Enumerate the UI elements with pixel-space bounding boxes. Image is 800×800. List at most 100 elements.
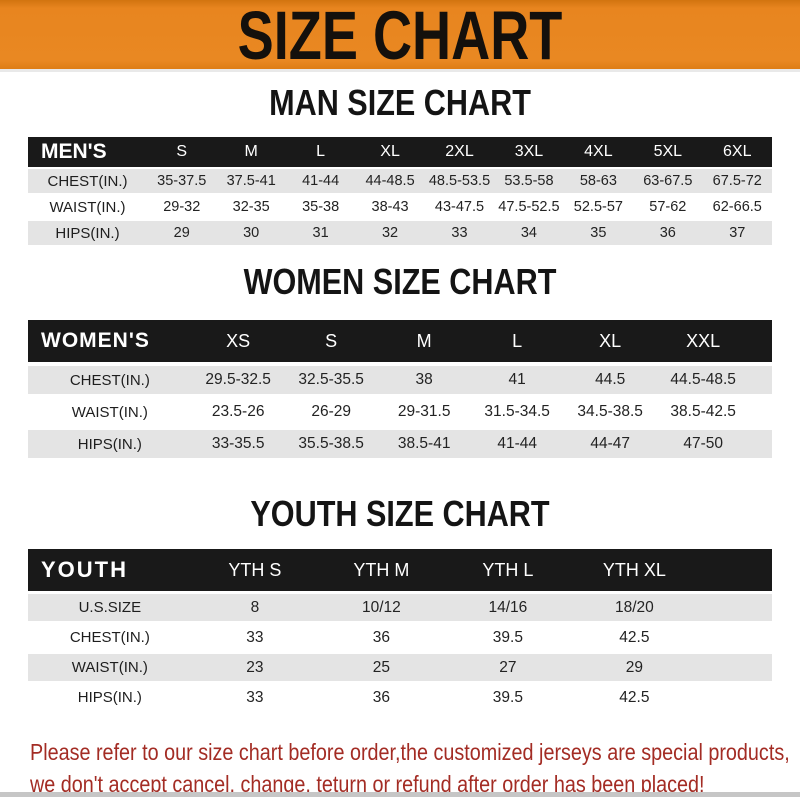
size-value-cell: 39.5 — [444, 624, 572, 651]
size-value-cell: 34.5-38.5 — [563, 398, 657, 426]
youth-section-heading: YOUTH SIZE CHART — [250, 493, 550, 534]
table-header-row: MEN'S S M L XL 2XL 3XL 4XL 5XL 6XL — [28, 137, 772, 167]
page-title: SIZE CHART — [237, 0, 563, 72]
youth-size-table: YOUTH YTH S YTH M YTH L YTH XL U.S.SIZE 8 10/12… — [28, 546, 772, 714]
size-column-header: YTH S — [191, 549, 319, 591]
size-column-header: XS — [191, 320, 285, 362]
size-value-cell: 35-37.5 — [147, 169, 217, 193]
size-value-cell: 35 — [563, 221, 634, 245]
size-column-header: L — [285, 137, 356, 167]
men-section-heading: MAN SIZE CHART — [269, 82, 531, 123]
table-group-label: WOMEN'S — [28, 320, 192, 362]
table-row: HIPS(IN.) 33 36 39.5 42.5 — [28, 684, 772, 711]
size-column-header: 2XL — [424, 137, 495, 167]
women-section-heading: WOMEN SIZE CHART — [243, 261, 557, 302]
size-value-cell: 10/12 — [318, 594, 445, 621]
measure-row-label: U.S.SIZE — [28, 594, 192, 621]
size-value-cell: 34 — [494, 221, 564, 245]
size-value-cell: 33-35.5 — [191, 430, 285, 458]
size-column-header: YTH L — [444, 549, 572, 591]
size-column-header: S — [284, 320, 378, 362]
size-value-cell: 36 — [633, 221, 703, 245]
size-value-cell: 25 — [318, 654, 445, 681]
size-value-cell: 44.5 — [563, 366, 657, 394]
spacer-cell — [749, 398, 772, 426]
size-value-cell: 8 — [191, 594, 319, 621]
size-value-cell: 33 — [424, 221, 495, 245]
size-value-cell: 29 — [571, 654, 698, 681]
spacer-cell — [697, 549, 772, 591]
size-value-cell: 35-38 — [285, 195, 356, 219]
size-value-cell: 39.5 — [444, 684, 572, 711]
size-value-cell: 29-32 — [147, 195, 217, 219]
size-value-cell: 67.5-72 — [702, 169, 772, 193]
size-value-cell: 44-48.5 — [355, 169, 425, 193]
size-value-cell: 27 — [444, 654, 572, 681]
size-value-cell: 31.5-34.5 — [470, 398, 564, 426]
bottom-divider — [0, 792, 800, 797]
chart-sections: MAN SIZE CHART MEN'S S M L XL 2XL 3XL 4XL 5XL 6XL… — [0, 85, 800, 714]
size-value-cell: 43-47.5 — [424, 195, 495, 219]
size-value-cell: 29 — [147, 221, 217, 245]
size-value-cell: 52.5-57 — [563, 195, 634, 219]
size-value-cell: 48.5-53.5 — [424, 169, 495, 193]
size-value-cell: 38-43 — [355, 195, 425, 219]
men-size-table: MEN'S S M L XL 2XL 3XL 4XL 5XL 6XL CHEST(IN.) 35-37… — [28, 135, 772, 247]
order-notice: Please refer to our size chart before or… — [30, 736, 800, 800]
size-value-cell: 32 — [355, 221, 425, 245]
measure-row-label: WAIST(IN.) — [28, 654, 192, 681]
table-header-row: YOUTH YTH S YTH M YTH L YTH XL — [28, 549, 772, 591]
table-row: WAIST(IN.) 23.5-26 26-29 29-31.5 31.5-34.5 34… — [28, 398, 772, 426]
table-row: U.S.SIZE 8 10/12 14/16 18/20 — [28, 594, 772, 621]
spacer-cell — [697, 594, 772, 621]
size-value-cell: 62-66.5 — [702, 195, 772, 219]
size-value-cell: 32-35 — [216, 195, 286, 219]
section-men: MAN SIZE CHART MEN'S S M L XL 2XL 3XL 4XL 5XL 6XL… — [0, 85, 800, 247]
spacer-cell — [749, 320, 772, 362]
size-value-cell: 58-63 — [563, 169, 634, 193]
size-value-cell: 41-44 — [470, 430, 564, 458]
measure-row-label: CHEST(IN.) — [28, 624, 192, 651]
size-value-cell: 36 — [318, 684, 445, 711]
table-row: WAIST(IN.) 23 25 27 29 — [28, 654, 772, 681]
measure-row-label: HIPS(IN.) — [28, 684, 192, 711]
table-row: HIPS(IN.) 33-35.5 35.5-38.5 38.5-41 41-44 44-… — [28, 430, 772, 458]
size-value-cell: 36 — [318, 624, 445, 651]
size-value-cell: 37 — [702, 221, 772, 245]
size-value-cell: 23 — [191, 654, 319, 681]
spacer-cell — [749, 366, 772, 394]
size-column-header: YTH M — [318, 549, 445, 591]
table-group-label: YOUTH — [28, 549, 192, 591]
notice-line-1: Please refer to our size chart before or… — [30, 739, 790, 765]
size-value-cell: 42.5 — [571, 684, 698, 711]
size-value-cell: 63-67.5 — [633, 169, 703, 193]
size-value-cell: 42.5 — [571, 624, 698, 651]
measure-row-label: HIPS(IN.) — [28, 430, 192, 458]
size-value-cell: 29.5-32.5 — [191, 366, 285, 394]
section-women: WOMEN SIZE CHART WOMEN'S XS S M L XL XXL CHEST(… — [0, 264, 800, 462]
size-value-cell: 38.5-42.5 — [656, 398, 750, 426]
size-column-header: M — [377, 320, 471, 362]
size-value-cell: 38.5-41 — [377, 430, 471, 458]
size-value-cell: 44.5-48.5 — [656, 366, 750, 394]
spacer-cell — [697, 624, 772, 651]
size-column-header: XL — [355, 137, 425, 167]
measure-row-label: HIPS(IN.) — [28, 221, 148, 245]
measure-row-label: WAIST(IN.) — [28, 398, 192, 426]
size-value-cell: 38 — [377, 366, 471, 394]
table-row: CHEST(IN.) 29.5-32.5 32.5-35.5 38 41 44.5 44.5… — [28, 366, 772, 394]
size-column-header: S — [147, 137, 217, 167]
size-value-cell: 26-29 — [284, 398, 378, 426]
size-value-cell: 37.5-41 — [216, 169, 286, 193]
spacer-cell — [697, 654, 772, 681]
measure-row-label: CHEST(IN.) — [28, 366, 192, 394]
size-column-header: 3XL — [494, 137, 564, 167]
size-column-header: 5XL — [633, 137, 703, 167]
size-value-cell: 53.5-58 — [494, 169, 564, 193]
table-group-label: MEN'S — [28, 137, 148, 167]
spacer-cell — [697, 684, 772, 711]
table-row: WAIST(IN.) 29-32 32-35 35-38 38-43 43-47.5 47.… — [28, 195, 772, 219]
size-value-cell: 29-31.5 — [377, 398, 471, 426]
size-value-cell: 30 — [216, 221, 286, 245]
